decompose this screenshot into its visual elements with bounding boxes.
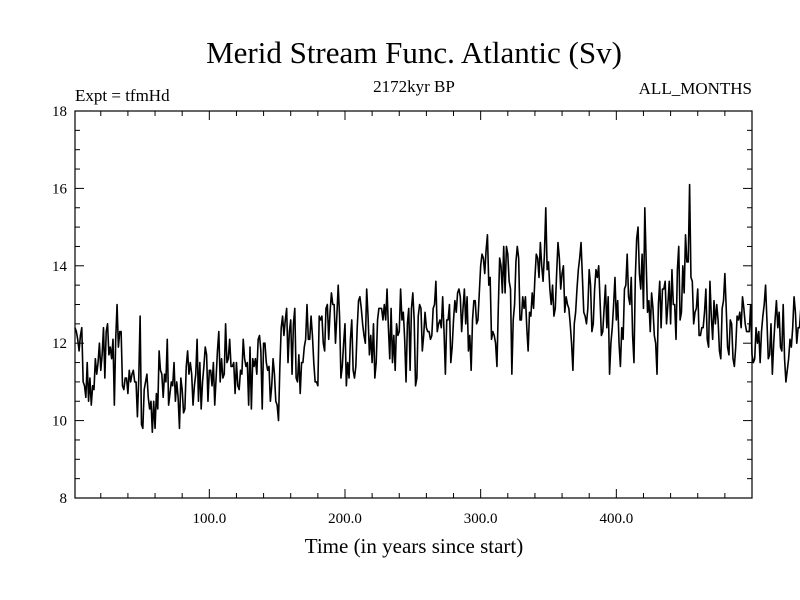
x-tick-labels: 100.0 200.0 300.0 400.0	[192, 511, 633, 527]
x-tick-label: 300.0	[464, 511, 498, 527]
y-tick-label: 8	[60, 491, 68, 507]
series-line	[74, 183, 800, 434]
period-label: 2172kyr BP	[373, 77, 455, 96]
x-tick-label: 200.0	[328, 511, 362, 527]
y-tick-label: 10	[52, 414, 67, 430]
x-axis-label: Time (in years since start)	[305, 534, 524, 558]
experiment-label: Expt = tfmHd	[75, 86, 170, 105]
y-tick-label: 18	[52, 104, 67, 120]
plot-frame	[74, 110, 753, 499]
chart-title: Merid Stream Func. Atlantic (Sv)	[206, 35, 622, 70]
months-label: ALL_MONTHS	[639, 79, 752, 98]
y-tick-label: 16	[52, 181, 68, 197]
y-tick-label: 14	[52, 259, 68, 275]
y-tick-label: 12	[52, 336, 67, 352]
y-tick-labels: 8 10 12 14 16 18	[52, 104, 68, 507]
x-tick-label: 100.0	[192, 511, 226, 527]
axis-ticks	[75, 111, 752, 498]
x-tick-label: 400.0	[599, 511, 633, 527]
